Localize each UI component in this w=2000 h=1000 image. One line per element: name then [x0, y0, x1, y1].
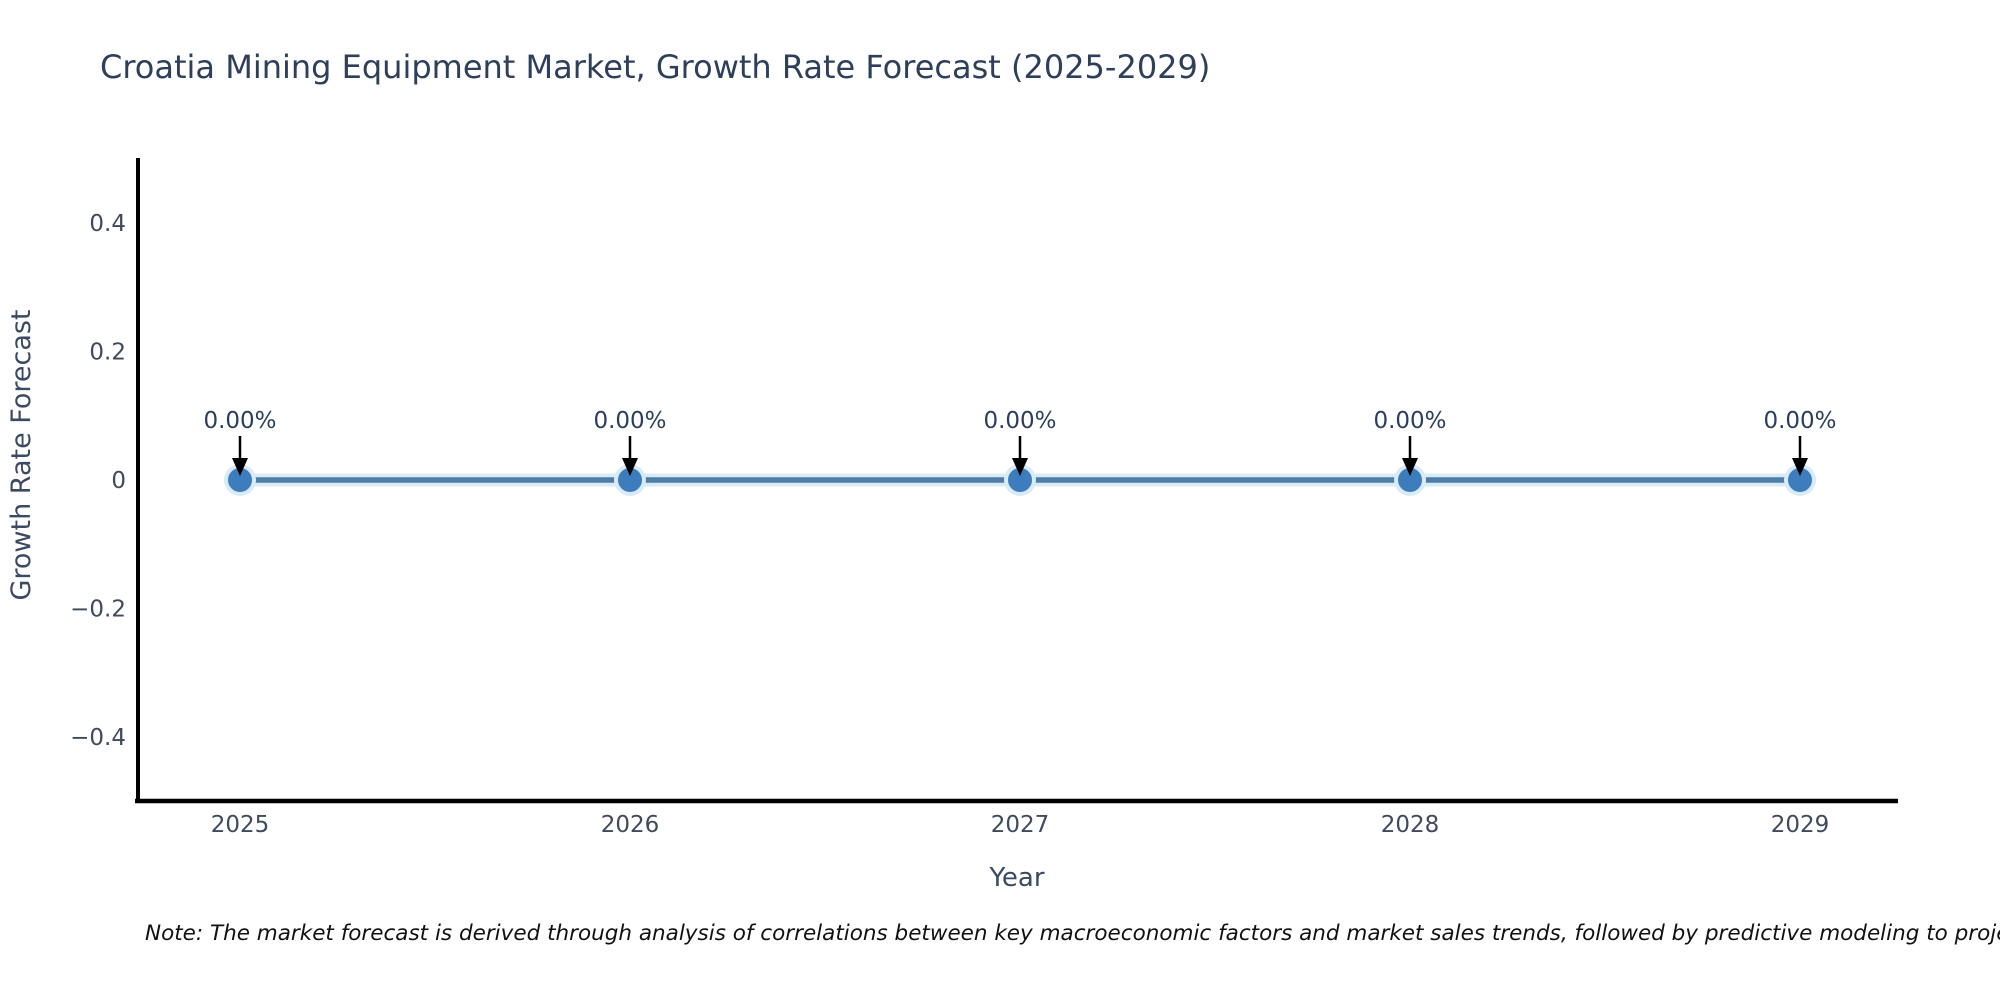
y-axis-title: Growth Rate Forecast [6, 309, 37, 600]
data-point-marker [1788, 468, 1812, 492]
point-value-label: 0.00% [593, 408, 666, 434]
annotation-arrow-head [232, 458, 248, 476]
y-tick-label: 0.2 [89, 340, 126, 366]
annotation-arrow-head [1402, 458, 1418, 476]
point-value-label: 0.00% [203, 408, 276, 434]
point-value-label: 0.00% [1763, 408, 1836, 434]
point-value-label: 0.00% [1373, 408, 1446, 434]
x-axis-title: Year [988, 863, 1044, 893]
data-point-marker [1398, 468, 1422, 492]
data-point-marker [618, 468, 642, 492]
y-tick-label: −0.4 [70, 725, 126, 751]
x-tick-label: 2025 [211, 812, 270, 838]
methodology-note: Note: The market forecast is derived thr… [145, 921, 2000, 946]
y-tick-label: 0.4 [89, 211, 126, 237]
y-tick-label: 0 [111, 468, 126, 494]
x-tick-label: 2027 [991, 812, 1050, 838]
annotation-arrow-head [1792, 458, 1808, 476]
data-point-marker [228, 468, 252, 492]
x-tick-label: 2029 [1771, 812, 1830, 838]
x-tick-label: 2026 [601, 812, 660, 838]
data-point-marker [1008, 468, 1032, 492]
annotation-arrow-head [1012, 458, 1028, 476]
point-value-label: 0.00% [983, 408, 1056, 434]
chart-title: Croatia Mining Equipment Market, Growth … [100, 48, 1211, 86]
x-tick-label: 2028 [1381, 812, 1440, 838]
annotation-arrow-head [622, 458, 638, 476]
y-tick-label: −0.2 [70, 597, 126, 623]
